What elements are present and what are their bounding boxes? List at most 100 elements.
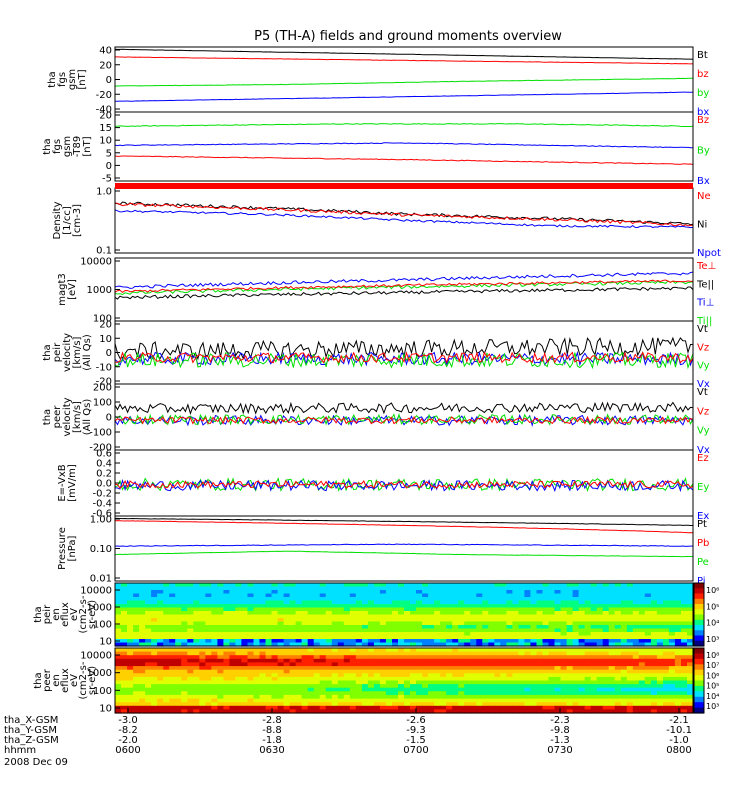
peir_en-colorbar-segment — [694, 598, 704, 602]
peer_v-legend-black: Vt — [697, 387, 708, 398]
peer_en-cell — [205, 669, 212, 674]
peir_en-cell — [584, 635, 592, 640]
peer_en-cell — [199, 705, 206, 710]
peir_en-cell — [602, 639, 610, 644]
peer_en-cell — [169, 648, 176, 653]
peir_en-cell — [542, 604, 550, 609]
peer_en-cell — [656, 680, 664, 685]
peer_en-ylabel-line: (cm2-s- — [78, 661, 89, 699]
peer_en-cell — [416, 698, 423, 703]
peer_en-cell — [446, 702, 453, 707]
peer_en-cell — [115, 655, 122, 660]
peir_en-cell — [127, 586, 134, 591]
peer_en-cell — [626, 687, 634, 692]
peir_en-cell — [313, 639, 321, 644]
peer_en-cell — [139, 669, 146, 674]
peer_en-cell — [668, 684, 676, 689]
peer_en-cell — [139, 687, 146, 692]
peir_en-cell — [271, 625, 279, 630]
peir_en-cell — [578, 604, 586, 609]
peer_en-cell — [428, 655, 435, 660]
peer_en-cell — [428, 684, 435, 689]
peir_en-cell — [638, 642, 646, 647]
peir_en-cell — [265, 604, 273, 609]
peer_en-cell — [115, 702, 122, 707]
peir_en-cell — [392, 590, 399, 595]
peir_en-cell — [235, 618, 242, 623]
peir_en-cell — [211, 583, 218, 588]
peer_en-cell — [536, 709, 544, 714]
peir_en-cell — [644, 590, 652, 595]
peir_en-cell — [127, 597, 134, 602]
peir_en-cell — [169, 607, 176, 612]
peer_en-colorbar-segment — [694, 691, 704, 695]
peer_en-cell — [506, 687, 513, 692]
peer_en-cell — [349, 698, 357, 703]
peer_en-cell — [259, 666, 267, 671]
peir_en-cell — [385, 639, 393, 644]
peir_en-cell — [458, 635, 465, 640]
peir_en-cell — [175, 590, 182, 595]
peer_en-cell — [470, 673, 477, 678]
peir_en-cell — [283, 639, 291, 644]
peir_en-cell — [416, 614, 423, 619]
peer_en-cell — [295, 687, 303, 692]
peer_en-cell — [584, 669, 592, 674]
peir_en-cell — [211, 586, 218, 591]
peer_en-cell — [482, 694, 489, 700]
peer_en-cell — [241, 702, 248, 707]
peer_en-cell — [181, 658, 188, 663]
peer_en-cell — [121, 705, 128, 710]
peir_en-cell — [145, 614, 152, 619]
peir_en-cell — [361, 632, 369, 637]
peir_en-cell — [404, 583, 411, 588]
fgs_t89-ylabel-line: [nT] — [82, 136, 93, 156]
peir_en-cell — [524, 632, 531, 637]
peer_en-cell — [319, 658, 327, 663]
peer_en-cell — [650, 698, 658, 703]
peer_en-cell — [476, 684, 483, 689]
peer_en-cell — [482, 676, 489, 682]
peer_en-cell — [428, 662, 435, 667]
peir_en-cell — [241, 639, 248, 644]
peer_en-cell — [211, 666, 218, 671]
peir_en-cell — [506, 604, 513, 609]
peir_en-cell — [566, 632, 574, 637]
peir_en-cell — [596, 590, 604, 595]
peer_en-cell — [343, 694, 351, 700]
peir_en-cell — [488, 642, 495, 647]
peer_en-cell — [271, 709, 279, 714]
peer_en-cell — [187, 662, 194, 667]
peer_en-cell — [283, 673, 291, 678]
peer_en-cell — [524, 698, 531, 703]
peer_en-cell — [145, 669, 152, 674]
peir_en-cell — [277, 597, 285, 602]
peer_en-cell — [163, 691, 170, 696]
peer_en-cell — [530, 658, 537, 663]
peer_en-cell — [193, 669, 200, 674]
peer_en-cell — [343, 705, 351, 710]
peir_en-cell — [440, 597, 447, 602]
peir_en-cell — [620, 639, 628, 644]
peir_en-cell — [271, 639, 279, 644]
peer_en-cell — [662, 676, 670, 682]
peer_en-cell — [115, 694, 122, 700]
peir_en-cell — [247, 618, 255, 623]
peer_en-cell — [416, 648, 423, 653]
peer_en-cell — [500, 651, 507, 656]
peir_en-cell — [506, 642, 513, 647]
peir_en-cell — [464, 614, 471, 619]
peir_en-cell — [175, 639, 182, 644]
peer_en-cell — [145, 658, 152, 663]
peir_en-cell — [626, 621, 634, 626]
peir_en-cell — [404, 593, 411, 598]
peir_en-cell — [626, 586, 634, 591]
peer_en-cell — [548, 651, 556, 656]
peir_en-cell — [385, 635, 393, 640]
peir_en-cell — [349, 635, 357, 640]
peer_en-colorbar-label: 10³ — [706, 702, 719, 711]
peir_en-cell — [277, 628, 285, 633]
peer_en-cell — [157, 676, 164, 682]
peer_en-cell — [277, 694, 285, 700]
peir_en-cell — [175, 642, 182, 647]
